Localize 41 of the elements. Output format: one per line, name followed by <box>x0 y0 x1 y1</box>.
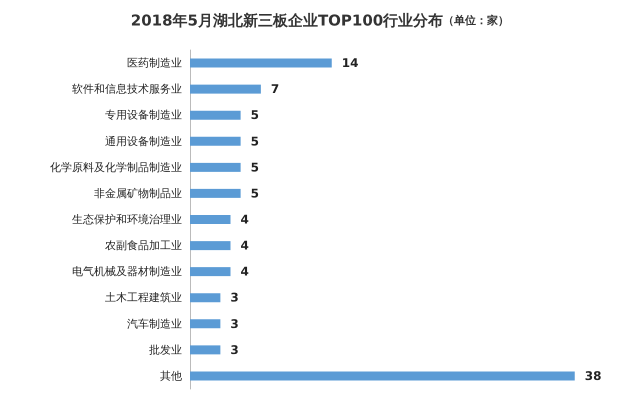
y-tick-label: 批发业 <box>149 343 182 356</box>
bar <box>190 371 575 380</box>
bar <box>190 84 261 94</box>
bar <box>190 293 220 302</box>
y-tick-label: 软件和信息技术服务业 <box>72 82 182 96</box>
y-tick-label: 非金属矿物制品业 <box>94 186 182 200</box>
y-tick-label: 其他 <box>160 369 182 382</box>
data-label: 5 <box>250 186 259 200</box>
bar <box>190 319 220 328</box>
data-label: 3 <box>230 290 239 305</box>
y-tick-label: 专用设备制造业 <box>105 108 182 122</box>
data-label: 7 <box>270 82 280 96</box>
y-tick-label: 医药制造业 <box>127 56 182 70</box>
data-label: 3 <box>230 316 239 331</box>
chart-title: 2018年5月湖北新三板企业TOP100行业分布 <box>130 12 444 30</box>
data-label: 5 <box>250 108 259 122</box>
bar <box>190 345 220 354</box>
data-label: 5 <box>250 160 259 174</box>
y-tick-label: 土木工程建筑业 <box>105 291 182 304</box>
data-label: 14 <box>342 56 358 70</box>
bar <box>190 110 241 120</box>
chart-subtitle: （单位：家） <box>443 14 510 27</box>
y-tick-label: 通用设备制造业 <box>105 134 182 148</box>
bar <box>190 58 332 68</box>
data-label: 5 <box>250 134 259 148</box>
data-label: 4 <box>240 264 249 279</box>
y-tick-label: 汽车制造业 <box>127 317 182 330</box>
y-tick-label: 生态保护和环境治理业 <box>72 213 182 226</box>
bar <box>190 215 230 224</box>
bar <box>190 267 230 276</box>
y-tick-label: 电气机械及器材制造业 <box>72 265 182 278</box>
bar <box>190 136 241 146</box>
data-label: 3 <box>230 342 239 357</box>
data-label: 4 <box>240 238 249 253</box>
bar <box>190 188 241 198</box>
bar <box>190 241 230 250</box>
data-label: 38 <box>584 368 602 383</box>
y-tick-label: 农副食品加工业 <box>105 239 182 252</box>
y-tick-label: 化学原料及化学制品制造业 <box>50 160 182 174</box>
data-label: 4 <box>240 212 249 226</box>
bar <box>190 162 241 172</box>
